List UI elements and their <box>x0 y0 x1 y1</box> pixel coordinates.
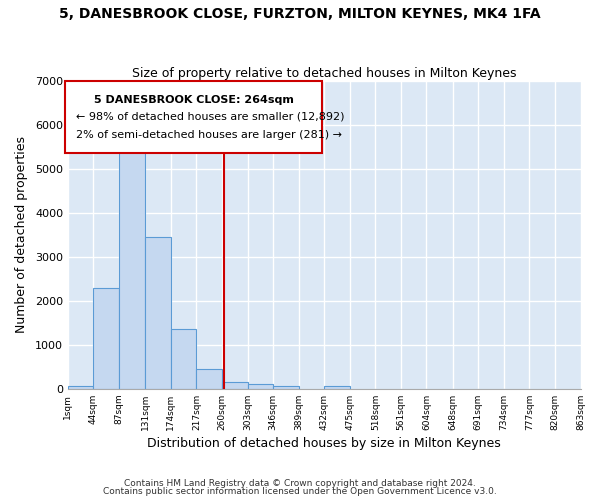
Text: 5 DANESBROOK CLOSE: 264sqm: 5 DANESBROOK CLOSE: 264sqm <box>94 94 293 104</box>
Text: Contains HM Land Registry data © Crown copyright and database right 2024.: Contains HM Land Registry data © Crown c… <box>124 478 476 488</box>
Text: Contains public sector information licensed under the Open Government Licence v3: Contains public sector information licen… <box>103 487 497 496</box>
Text: 2% of semi-detached houses are larger (281) →: 2% of semi-detached houses are larger (2… <box>76 130 341 140</box>
Bar <box>196 369 222 389</box>
Text: ← 98% of detached houses are smaller (12,892): ← 98% of detached houses are smaller (12… <box>76 112 344 122</box>
Bar <box>145 237 171 389</box>
Bar <box>273 386 299 389</box>
Bar <box>119 149 145 389</box>
Bar <box>248 384 273 389</box>
X-axis label: Distribution of detached houses by size in Milton Keynes: Distribution of detached houses by size … <box>148 437 501 450</box>
Y-axis label: Number of detached properties: Number of detached properties <box>15 136 28 333</box>
Bar <box>324 386 350 389</box>
Bar <box>94 288 119 389</box>
FancyBboxPatch shape <box>65 80 322 153</box>
Text: 5, DANESBROOK CLOSE, FURZTON, MILTON KEYNES, MK4 1FA: 5, DANESBROOK CLOSE, FURZTON, MILTON KEY… <box>59 8 541 22</box>
Bar <box>171 330 196 389</box>
Bar <box>68 386 94 389</box>
Bar <box>222 382 248 389</box>
Title: Size of property relative to detached houses in Milton Keynes: Size of property relative to detached ho… <box>132 66 517 80</box>
